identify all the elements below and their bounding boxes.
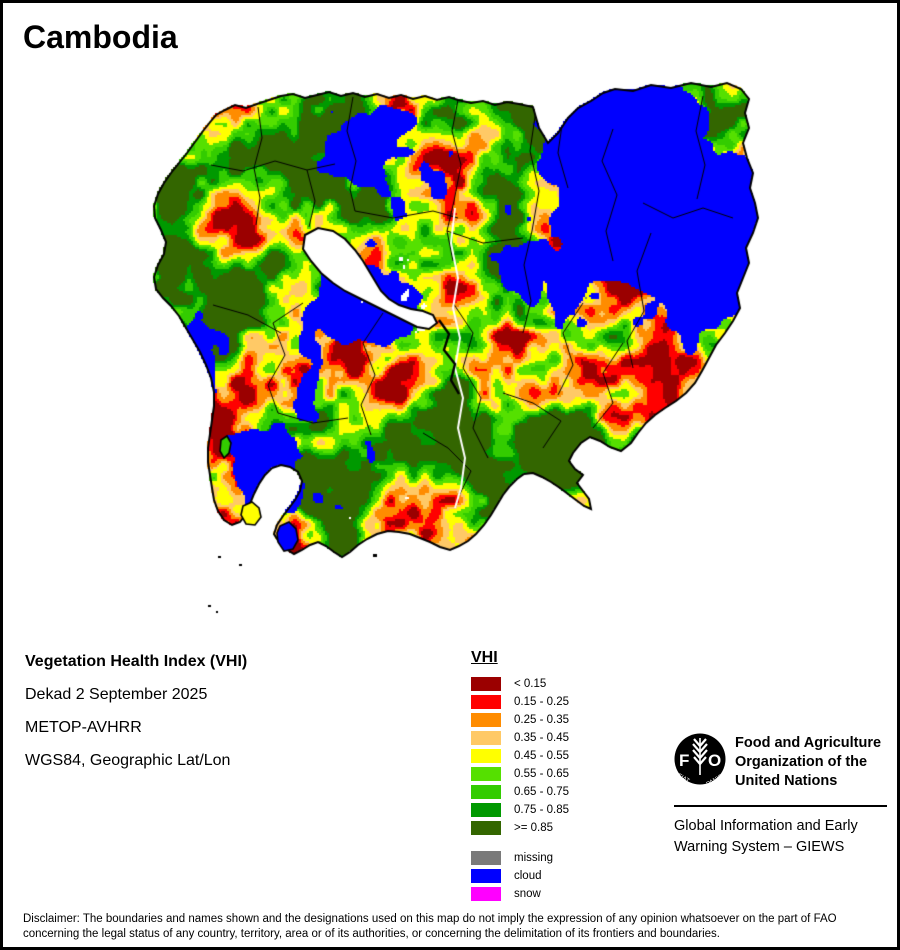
legend-row: 0.65 - 0.75	[471, 783, 569, 801]
legend-swatch	[471, 731, 501, 745]
legend-label: missing	[514, 852, 553, 864]
vhi-legend: VHI < 0.15 0.15 - 0.25 0.25 - 0.35 0.35 …	[471, 649, 569, 903]
vhi-map-canvas	[151, 69, 765, 623]
legend-swatch	[471, 785, 501, 799]
legend-flag-list: missing cloud snow	[471, 849, 569, 903]
divider	[674, 805, 887, 807]
disclaimer-text: Disclaimer: The boundaries and names sho…	[23, 912, 889, 942]
map-info-sensor: METOP-AVHRR	[25, 719, 142, 736]
page-title: Cambodia	[23, 19, 178, 55]
legend-row: 0.25 - 0.35	[471, 711, 569, 729]
legend-row: >= 0.85	[471, 819, 569, 837]
legend-label: 0.25 - 0.35	[514, 714, 569, 726]
legend-swatch	[471, 767, 501, 781]
disclaimer-line: concerning the legal status of any count…	[23, 928, 720, 940]
legend-label: >= 0.85	[514, 822, 554, 834]
legend-label: 0.55 - 0.65	[514, 768, 569, 780]
legend-label: < 0.15	[514, 678, 547, 690]
legend-row: 0.35 - 0.45	[471, 729, 569, 747]
legend-row: missing	[471, 849, 569, 867]
disclaimer-line: Disclaimer: The boundaries and names sho…	[23, 913, 837, 925]
legend-row: 0.45 - 0.55	[471, 747, 569, 765]
legend-class-list: < 0.15 0.15 - 0.25 0.25 - 0.35 0.35 - 0.…	[471, 675, 569, 837]
fao-name-line: Food and Agriculture	[735, 735, 882, 751]
legend-swatch	[471, 677, 501, 691]
legend-label: 0.15 - 0.25	[514, 696, 569, 708]
legend-swatch	[471, 851, 501, 865]
legend-swatch	[471, 887, 501, 901]
legend-row: 0.15 - 0.25	[471, 693, 569, 711]
fao-name: Food and Agriculture Organization of the…	[735, 732, 881, 791]
legend-label: snow	[514, 888, 541, 900]
legend-label: 0.35 - 0.45	[514, 732, 569, 744]
fao-name-line: Organization of the	[735, 754, 868, 770]
legend-swatch	[471, 749, 501, 763]
map-info-heading: Vegetation Health Index (VHI)	[25, 653, 248, 670]
legend-row: cloud	[471, 867, 569, 885]
legend-row: 0.75 - 0.85	[471, 801, 569, 819]
legend-label: 0.65 - 0.75	[514, 786, 569, 798]
giews-name: Global Information and Early Warning Sys…	[674, 816, 887, 858]
legend-swatch	[471, 821, 501, 835]
fao-branding-block: F O FIAT PANIS Food and Agriculture Orga…	[674, 732, 887, 858]
fao-logo-letter-f: F	[679, 751, 689, 770]
giews-line: Warning System – GIEWS	[674, 839, 845, 855]
giews-line: Global Information and Early	[674, 818, 858, 834]
fao-motto-fiat: FIAT	[676, 773, 690, 785]
legend-title: VHI	[471, 649, 498, 666]
legend-label: 0.75 - 0.85	[514, 804, 569, 816]
legend-swatch	[471, 869, 501, 883]
fao-logo-letter-o: O	[708, 751, 721, 770]
wheat-ear-icon	[692, 738, 708, 775]
legend-row: < 0.15	[471, 675, 569, 693]
fao-logo: F O FIAT PANIS	[674, 733, 726, 788]
map-info-dekad: Dekad 2 September 2025	[25, 686, 208, 703]
fao-name-line: United Nations	[735, 773, 838, 789]
legend-row: snow	[471, 885, 569, 903]
legend-swatch	[471, 695, 501, 709]
legend-label: 0.45 - 0.55	[514, 750, 569, 762]
legend-label: cloud	[514, 870, 542, 882]
map-info-block: Vegetation Health Index (VHI) Dekad 2 Se…	[25, 653, 247, 785]
map-info-projection: WGS84, Geographic Lat/Lon	[25, 752, 231, 769]
legend-swatch	[471, 803, 501, 817]
legend-row: 0.55 - 0.65	[471, 765, 569, 783]
legend-swatch	[471, 713, 501, 727]
